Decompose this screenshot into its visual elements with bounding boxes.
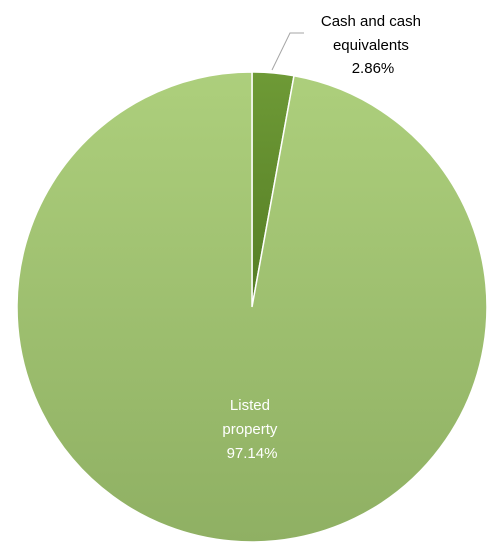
- slice-value-cash: 2.86%: [352, 60, 395, 77]
- slice-label-listed-line1: Listed: [230, 397, 270, 414]
- slice-label-listed-line2: property: [222, 421, 278, 438]
- pie-slices: [16, 71, 487, 542]
- pie-slice-listed-property: [16, 71, 487, 542]
- slice-value-listed-property: 97.14%: [227, 445, 278, 462]
- slice-label-listed-property: Listed property 97.14%: [222, 397, 281, 462]
- slice-label-cash-line2: equivalents: [333, 37, 409, 54]
- leader-line-cash: [271, 32, 304, 71]
- slice-label-cash: Cash and cash equivalents 2.86%: [321, 13, 425, 77]
- slice-label-cash-line1: Cash and cash: [321, 13, 421, 30]
